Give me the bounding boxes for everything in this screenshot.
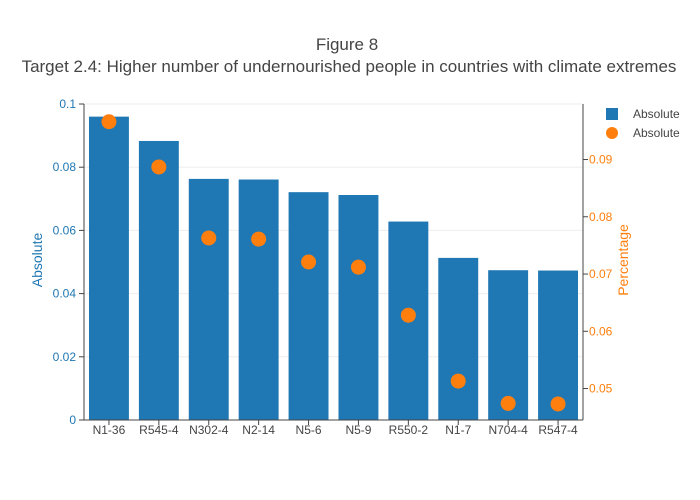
bar (438, 257, 479, 420)
tick-labels: 0 0.02 0.04 0.06 0.08 0.1 0.05 0.06 0.07 0.08 0.09… (53, 97, 613, 437)
point (500, 395, 516, 411)
legend-bar-swatch (606, 108, 618, 120)
bar (338, 195, 379, 420)
y-axis-title-right: Percentage (615, 224, 631, 296)
bar (538, 270, 579, 420)
x-tick-label: N704-4 (488, 423, 528, 437)
x-tick-label: N5-6 (296, 423, 322, 437)
y-tick-label: 0.06 (53, 223, 77, 237)
y-axis-title-left: Absolute (29, 233, 45, 288)
bar (488, 270, 529, 420)
chart-title: Figure 8 (316, 35, 378, 54)
x-tick-label: R550-2 (389, 423, 429, 437)
point (450, 373, 466, 389)
y-tick-label: 0 (69, 413, 76, 427)
bar (288, 192, 329, 420)
y2-tick-label: 0.09 (589, 153, 613, 167)
y-tick-label: 0.04 (53, 287, 77, 301)
point (101, 114, 117, 130)
point-series (101, 114, 566, 412)
y2-tick-label: 0.08 (589, 210, 613, 224)
point (201, 230, 217, 246)
x-tick-label: N1-36 (93, 423, 126, 437)
point (550, 396, 566, 412)
x-tick-label: R547-4 (538, 423, 578, 437)
y-tick-label: 0.08 (53, 160, 77, 174)
y2-tick-label: 0.07 (589, 267, 613, 281)
x-tick-label: N5-9 (345, 423, 371, 437)
bar (238, 179, 279, 420)
x-tick-label: N1-7 (445, 423, 471, 437)
point (251, 231, 267, 247)
legend[interactable]: Absolute Absolute (606, 107, 680, 140)
axes (79, 103, 588, 425)
point (301, 254, 317, 270)
point (350, 259, 366, 275)
bar (188, 178, 229, 420)
legend-entry-bar: Absolute (633, 107, 680, 121)
bar (138, 140, 179, 421)
y2-tick-label: 0.05 (589, 382, 613, 396)
chart-subtitle: Target 2.4: Higher number of undernouris… (22, 57, 677, 76)
bar (88, 116, 129, 420)
y-tick-label: 0.1 (59, 97, 76, 111)
y-tick-label: 0.02 (53, 350, 77, 364)
x-tick-label: N2-14 (242, 423, 275, 437)
y2-tick-label: 0.06 (589, 324, 613, 338)
point (151, 159, 167, 175)
legend-point-swatch (606, 127, 618, 139)
x-tick-label: N302-4 (189, 423, 229, 437)
x-tick-label: R545-4 (139, 423, 179, 437)
point (400, 307, 416, 323)
legend-entry-point: Absolute (633, 126, 680, 140)
